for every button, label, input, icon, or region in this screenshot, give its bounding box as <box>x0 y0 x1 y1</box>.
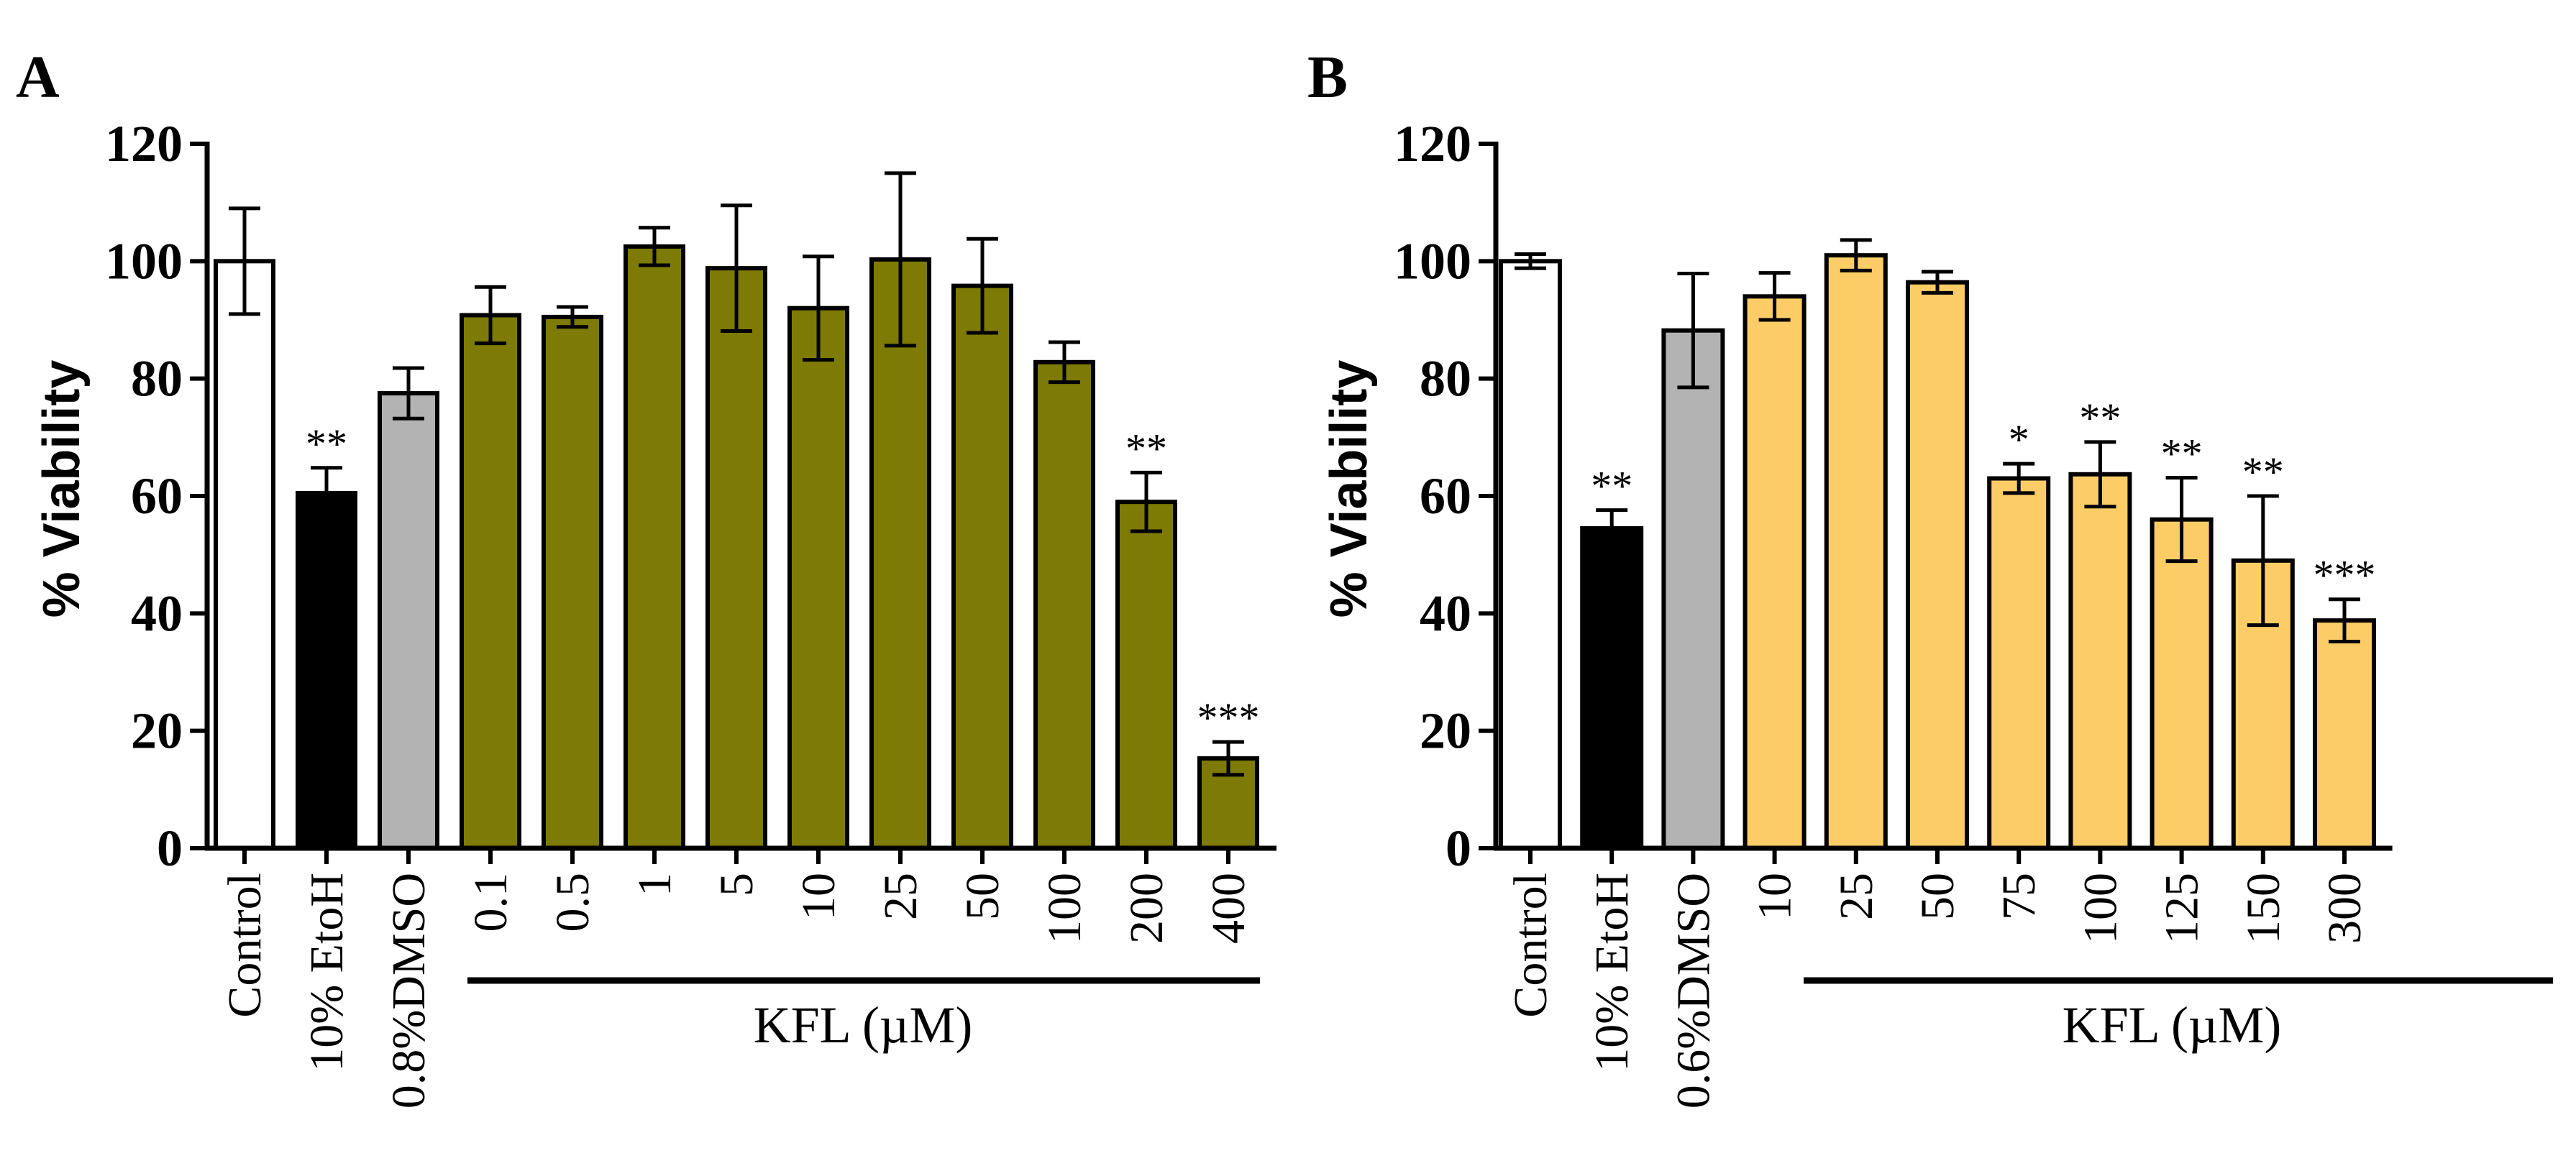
bar <box>214 259 275 851</box>
bar <box>951 283 1013 850</box>
x-tick-label: 10 <box>1749 873 1801 920</box>
y-axis-label-b: % Viability <box>1320 360 1378 618</box>
y-tick-label: 80 <box>131 350 183 408</box>
bar <box>542 314 603 850</box>
x-tick-label: 400 <box>1202 873 1255 944</box>
y-tick-label: 120 <box>105 115 183 173</box>
x-tick-label: 300 <box>2319 873 2371 944</box>
x-tick-label: Control <box>219 873 271 1018</box>
x-axis-labels-b: Control 10% EtoH 0.6%DMSO 10 25 50 75 100 125 150… <box>1504 873 2371 1108</box>
panel-letter-a: A <box>16 44 60 111</box>
x-tick-label: 125 <box>2156 873 2209 944</box>
y-tick-label: 0 <box>1445 819 1471 877</box>
y-tick-label: 60 <box>131 467 183 525</box>
x-tick-label: 10% EtoH <box>301 873 353 1072</box>
axes-b <box>1493 142 2393 864</box>
x-tick-label: 10 <box>793 873 845 920</box>
x-tick-label: 10% EtoH <box>1586 873 1638 1072</box>
bar <box>1580 525 1644 851</box>
significance-label: ** <box>1591 463 1632 510</box>
bar <box>1033 359 1095 850</box>
x-tick-label: 50 <box>956 873 1009 920</box>
x-tick-label: 150 <box>2237 873 2290 944</box>
x-tick-label: 25 <box>1830 873 1883 920</box>
y-tick-label: 0 <box>157 819 183 877</box>
y-tick-label: 100 <box>105 232 183 290</box>
bar <box>705 266 767 850</box>
significance-label: ** <box>2079 395 2121 441</box>
bar <box>1115 500 1177 851</box>
bar <box>1906 280 1969 850</box>
bar <box>624 244 685 850</box>
bar-series-b: *** **** ***** <box>1499 238 2376 851</box>
y-tick-label: 20 <box>131 702 183 760</box>
x-tick-label: 25 <box>874 873 927 920</box>
significance-label: ** <box>306 421 347 467</box>
bar-series-a: ** ***** <box>214 171 1260 851</box>
x-tick-label: 0.5 <box>547 873 599 932</box>
y-axis-ticks-a: 0 20 40 60 80 100 120 <box>105 115 207 877</box>
x-tick-label: 50 <box>1912 873 1964 920</box>
significance-label: ** <box>2161 431 2203 477</box>
y-tick-label: 100 <box>1394 232 1471 290</box>
x-tick-label: 1 <box>629 873 681 896</box>
x-tick-label: 0.1 <box>465 873 517 932</box>
y-tick-label: 40 <box>131 584 183 642</box>
bar <box>1743 294 1807 851</box>
significance-label: ** <box>1125 425 1167 472</box>
bar <box>787 306 849 850</box>
significance-label: * <box>2009 416 2029 463</box>
y-tick-label: 80 <box>1420 350 1471 408</box>
axes-a <box>204 142 1276 864</box>
bar <box>1499 259 1562 851</box>
y-tick-label: 120 <box>1394 115 1471 173</box>
x-tick-label: 0.8%DMSO <box>383 873 435 1108</box>
x-tick-label: 5 <box>711 873 763 896</box>
y-axis-label-a: % Viability <box>33 360 91 618</box>
x-tick-label: 0.6%DMSO <box>1667 873 1719 1108</box>
x-axis-labels-a: Control 10% EtoH 0.8%DMSO 0.1 0.5 1 5 10 25 50 100… <box>219 873 1255 1108</box>
y-tick-label: 40 <box>1420 584 1471 642</box>
significance-label: ** <box>2242 449 2284 495</box>
bar <box>378 391 439 850</box>
bar <box>1987 476 2051 850</box>
bar <box>1661 328 1725 850</box>
y-tick-label: 60 <box>1420 467 1471 525</box>
significance-label: *** <box>1197 694 1260 741</box>
significance-label: *** <box>2314 552 2376 599</box>
group-label-b: KFL (µM) <box>2063 996 2282 1054</box>
x-tick-label: 100 <box>2074 873 2127 944</box>
bar <box>1824 253 1888 850</box>
bar <box>2068 472 2132 850</box>
x-tick-label: 200 <box>1120 873 1173 944</box>
panel-letter-b: B <box>1307 44 1348 111</box>
bar <box>2150 517 2214 851</box>
group-label-a: KFL (µM) <box>754 996 973 1054</box>
bar <box>869 257 931 850</box>
x-tick-label: 100 <box>1038 873 1091 944</box>
y-tick-label: 20 <box>1420 702 1471 760</box>
x-tick-label: 75 <box>1993 873 2045 920</box>
bar <box>2313 618 2376 851</box>
y-axis-ticks-b: 0 20 40 60 80 100 120 <box>1394 115 1496 877</box>
bar <box>296 490 357 851</box>
bar <box>460 313 521 850</box>
x-tick-label: Control <box>1504 873 1557 1018</box>
